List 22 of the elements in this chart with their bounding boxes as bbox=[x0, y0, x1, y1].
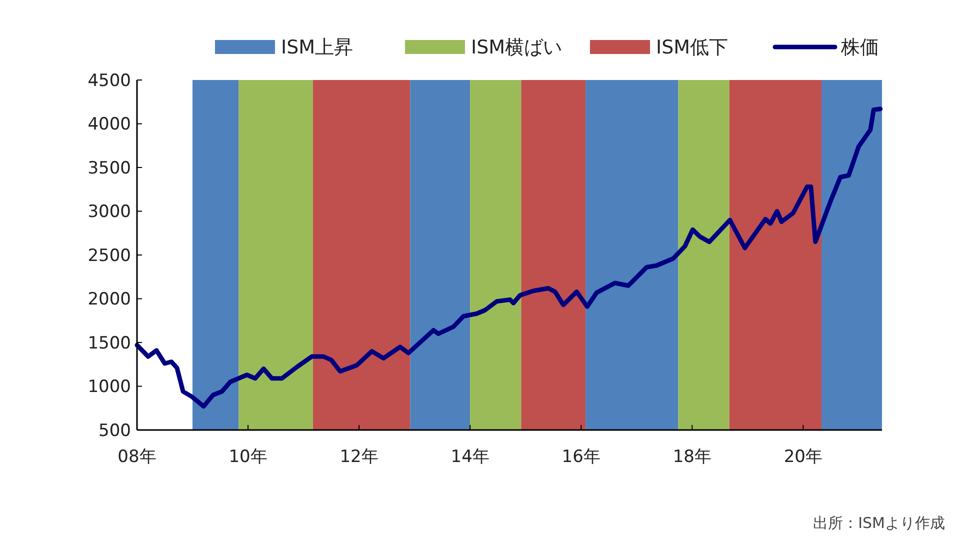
x-tick-label: 18年 bbox=[672, 447, 712, 467]
y-tick-label: 500 bbox=[98, 420, 131, 441]
legend-label: 株価 bbox=[840, 36, 879, 59]
legend-label: ISM横ばい bbox=[471, 36, 562, 59]
x-tick-label: 12年 bbox=[340, 447, 378, 467]
legend-label: ISM低下 bbox=[656, 36, 728, 59]
line-series bbox=[134, 106, 883, 409]
y-tick-label: 4500 bbox=[88, 70, 131, 91]
y-tick-label: 1500 bbox=[88, 333, 131, 354]
x-tick-label: 16年 bbox=[562, 447, 600, 467]
y-tick-label: 2000 bbox=[88, 290, 131, 310]
x-tick-label: 14年 bbox=[450, 447, 490, 467]
y-tick-label: 3500 bbox=[88, 158, 131, 178]
legend-label: ISM上昇 bbox=[281, 36, 354, 59]
y-tick-label: 4000 bbox=[88, 114, 131, 135]
y-tick-label: 2500 bbox=[88, 246, 131, 266]
y-tick-label: 1000 bbox=[88, 377, 131, 398]
x-tick-label: 10年 bbox=[228, 447, 268, 467]
x-tick-label: 20年 bbox=[784, 447, 822, 467]
text: 出所：ISMより作成 bbox=[813, 514, 945, 532]
y-tick-label: 3000 bbox=[88, 202, 131, 222]
x-tick-label: 08年 bbox=[118, 447, 156, 467]
